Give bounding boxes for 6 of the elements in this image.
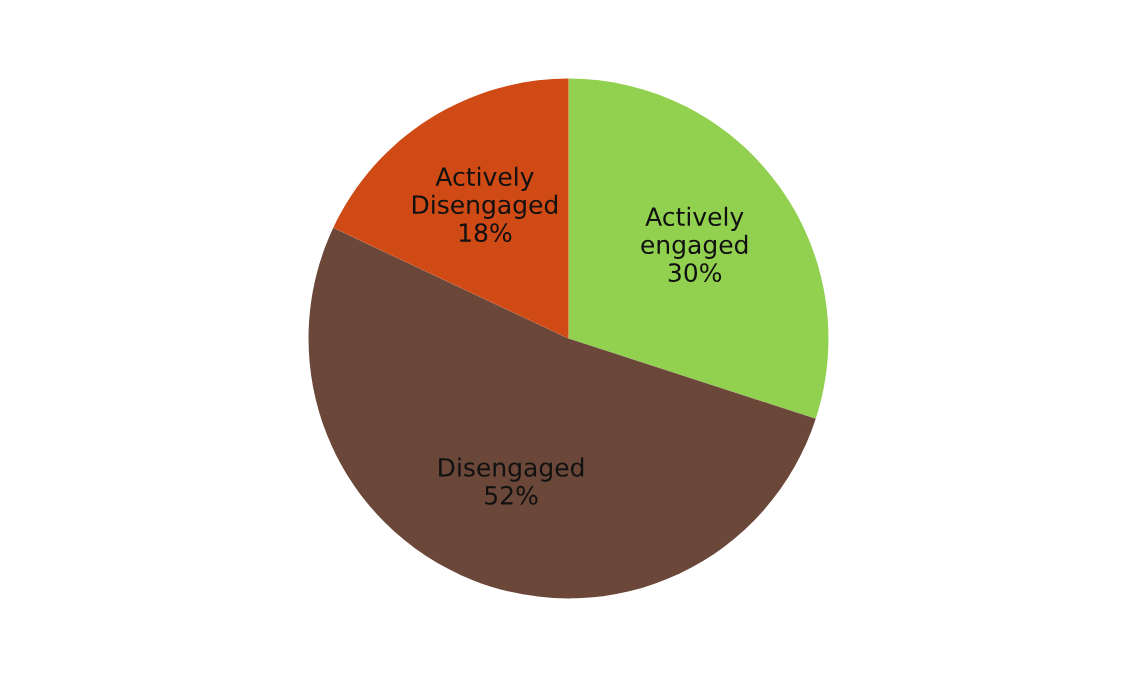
slice-label: Disengaged <box>439 457 584 482</box>
slice-label: Actively engaged <box>641 206 748 259</box>
data-label: 30% <box>668 263 722 283</box>
slice-label: Actively Disengaged <box>412 166 558 219</box>
data-label: 18% <box>459 223 512 243</box>
data-label: 52% <box>485 485 538 505</box>
